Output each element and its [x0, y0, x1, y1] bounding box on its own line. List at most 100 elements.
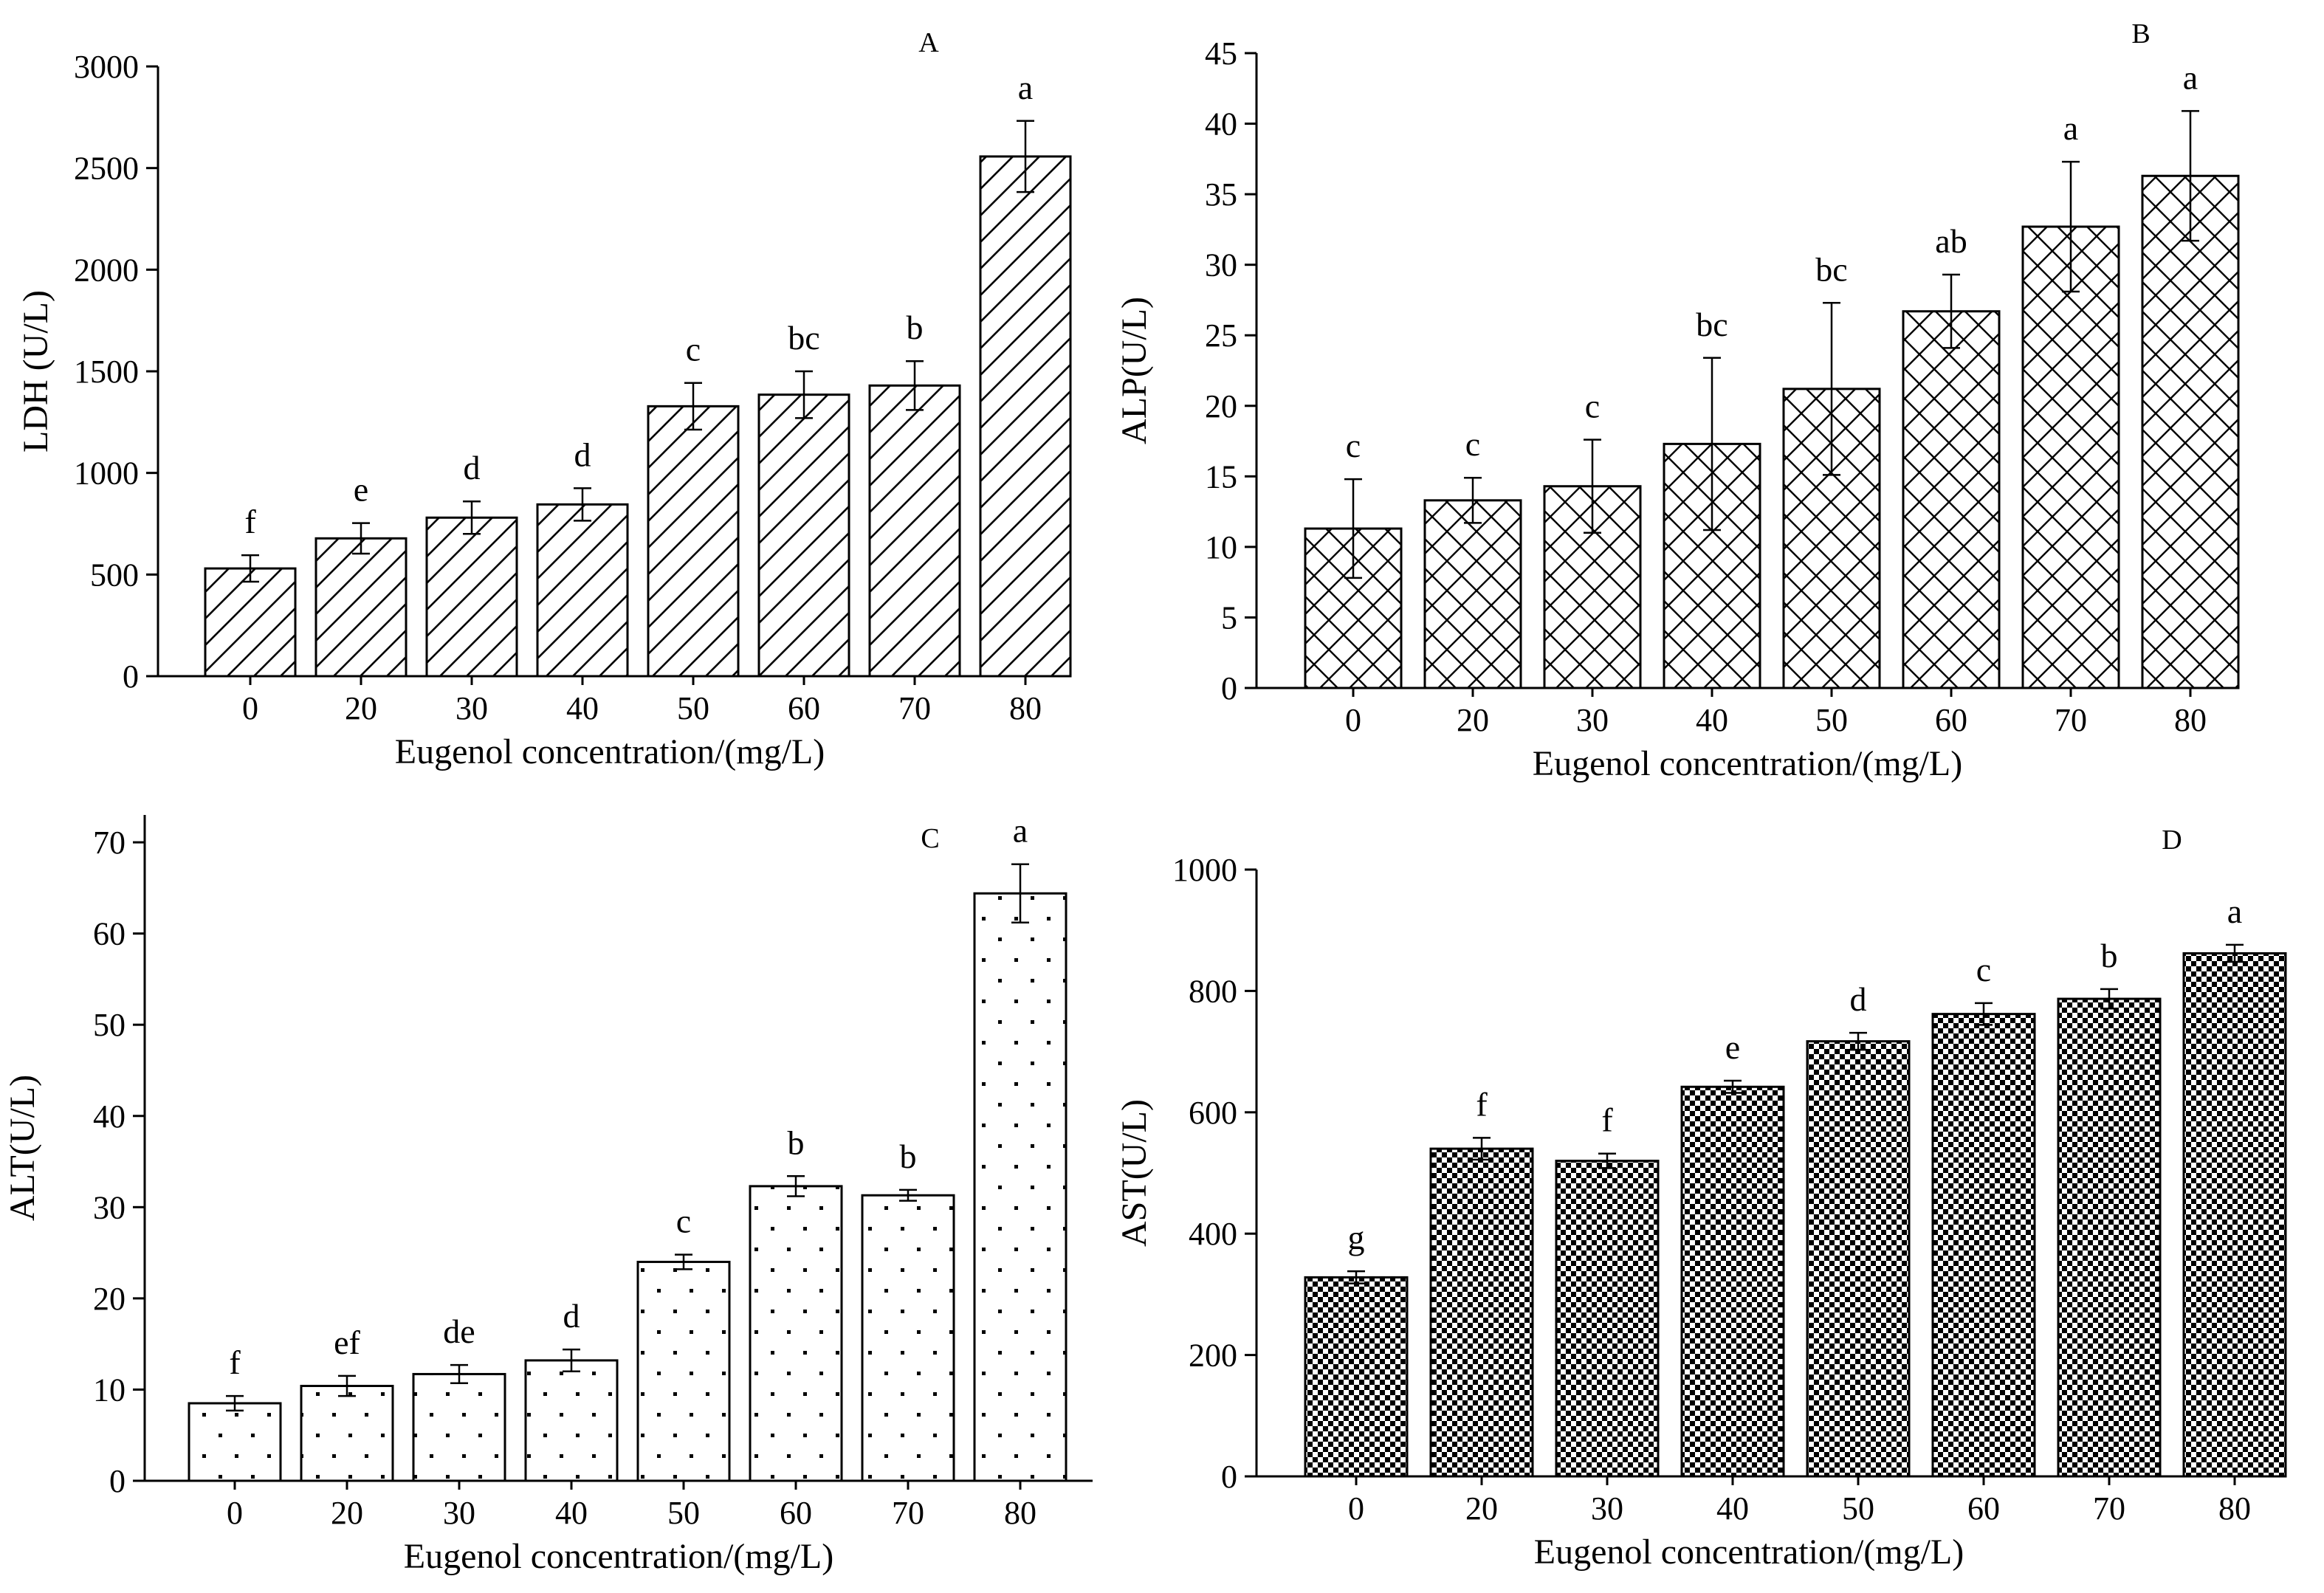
y-tick-label: 3000 — [74, 49, 139, 85]
x-tick-label: 20 — [1457, 702, 1489, 738]
significance-letter: e — [354, 471, 368, 509]
bar — [979, 155, 1072, 678]
significance-letter: g — [1348, 1219, 1365, 1256]
x-axis-title: Eugenol concentration/(mg/L) — [404, 1537, 833, 1576]
y-tick-label: 60 — [93, 916, 126, 952]
x-tick-label: 30 — [1591, 1490, 1623, 1527]
bar — [1555, 1160, 1660, 1478]
bar — [1806, 1040, 1911, 1478]
x-axis-title: Eugenol concentration/(mg/L) — [395, 732, 825, 771]
y-tick-label: 70 — [93, 825, 126, 861]
x-tick-label: 30 — [443, 1495, 475, 1531]
significance-letter: a — [2227, 892, 2242, 930]
y-tick-label: 2500 — [74, 151, 139, 187]
x-tick-label: 80 — [1004, 1495, 1036, 1531]
bar — [647, 405, 740, 678]
significance-letter: c — [686, 331, 701, 368]
x-tick-label: 0 — [227, 1495, 243, 1531]
significance-letter: bc — [788, 319, 819, 357]
x-tick-label: 0 — [242, 690, 258, 726]
y-tick-label: 600 — [1189, 1095, 1237, 1131]
x-tick-label: 30 — [455, 690, 488, 726]
bar — [861, 1194, 955, 1482]
bar — [1680, 1085, 1785, 1478]
panel-B: 0 5 10 15 20 25 30 35 40 45 c 0 c 20 c 30 bc 40 bc 50 ab 60 a 7… — [1115, 18, 2240, 783]
y-tick-label: 800 — [1189, 973, 1237, 1009]
x-tick-label: 70 — [2093, 1490, 2125, 1527]
y-tick-label: 5 — [1221, 599, 1237, 636]
significance-letter: f — [229, 1343, 241, 1381]
y-tick-label: 0 — [1221, 670, 1237, 706]
y-tick-label: 35 — [1205, 176, 1237, 213]
bar — [2021, 225, 2120, 689]
y-tick-label: 1000 — [1172, 852, 1237, 888]
significance-letter: f — [244, 503, 256, 540]
y-tick-label: 25 — [1205, 317, 1237, 354]
significance-letter: d — [1850, 980, 1867, 1018]
significance-letter: de — [443, 1312, 475, 1350]
y-tick-label: 400 — [1189, 1216, 1237, 1252]
y-axis-title: ALP(U/L) — [1115, 297, 1154, 444]
significance-letter: a — [1013, 812, 1028, 850]
panel-D: 0 200 400 600 800 1000 g 0 f 20 f 30 e 40 d 50 c 60 b 70 a 80… — [1115, 825, 2287, 1572]
significance-letter: a — [2183, 58, 2198, 96]
significance-letter: e — [1725, 1028, 1740, 1066]
x-tick-label: 30 — [1576, 702, 1609, 738]
y-tick-label: 40 — [1205, 106, 1237, 142]
panel-label: C — [921, 823, 939, 854]
significance-letter: bc — [1815, 250, 1847, 288]
x-tick-label: 60 — [780, 1495, 812, 1531]
bar — [2057, 997, 2162, 1478]
y-tick-label: 10 — [1205, 529, 1237, 565]
y-tick-label: 45 — [1205, 35, 1237, 72]
significance-letter: bc — [1696, 306, 1727, 343]
bar — [1429, 1147, 1534, 1478]
x-tick-label: 60 — [1935, 702, 1967, 738]
y-tick-label: 30 — [93, 1189, 126, 1225]
x-tick-label: 80 — [2174, 702, 2207, 738]
bar — [425, 516, 518, 678]
bar — [536, 503, 629, 678]
bar — [1902, 310, 2001, 689]
x-tick-label: 50 — [667, 1495, 700, 1531]
significance-letter: ab — [1935, 222, 1967, 260]
y-tick-label: 1500 — [74, 354, 139, 390]
y-tick-label: 200 — [1189, 1338, 1237, 1374]
y-tick-label: 30 — [1205, 247, 1237, 283]
y-tick-label: 20 — [93, 1281, 126, 1317]
significance-letter: c — [1585, 388, 1600, 425]
significance-letter: d — [563, 1297, 580, 1335]
significance-letter: f — [1476, 1085, 1488, 1123]
significance-letter: c — [1346, 427, 1361, 464]
y-tick-label: 0 — [1221, 1459, 1237, 1495]
bar — [973, 892, 1068, 1482]
x-tick-label: 40 — [1696, 702, 1728, 738]
bar — [1931, 1013, 2036, 1478]
bar — [1423, 499, 1522, 689]
x-tick-label: 40 — [1716, 1490, 1749, 1527]
significance-letter: a — [2063, 109, 2078, 147]
panel-label: D — [2162, 825, 2182, 856]
y-tick-label: 10 — [93, 1372, 126, 1408]
significance-letter: c — [1465, 425, 1480, 463]
x-tick-label: 50 — [1815, 702, 1848, 738]
panel-A: 0 500 1000 1500 2000 2500 3000 f 0 e 20 d 30 d 40 c 50 bc… — [16, 27, 1072, 771]
y-tick-label: 2000 — [74, 252, 139, 288]
bar — [749, 1185, 843, 1482]
significance-letter: b — [900, 1138, 917, 1175]
significance-letter: d — [574, 436, 591, 473]
bar — [188, 1402, 282, 1482]
bar — [2182, 952, 2287, 1478]
significance-letter: b — [788, 1124, 805, 1161]
panel-label: B — [2131, 18, 2150, 49]
x-tick-label: 80 — [2218, 1490, 2251, 1527]
significance-letter: b — [2101, 937, 2118, 974]
bar — [204, 567, 297, 678]
y-tick-label: 0 — [109, 1463, 126, 1499]
significance-letter: f — [1601, 1101, 1613, 1139]
panel-C: 0 10 20 30 40 50 60 70 f 0 ef 20 de 30 d 40 c 50 b 60 b 70 a 80… — [3, 812, 1093, 1576]
significance-letter: ef — [334, 1324, 360, 1361]
x-tick-label: 40 — [555, 1495, 588, 1531]
y-axis-title: AST(U/L) — [1115, 1099, 1154, 1247]
